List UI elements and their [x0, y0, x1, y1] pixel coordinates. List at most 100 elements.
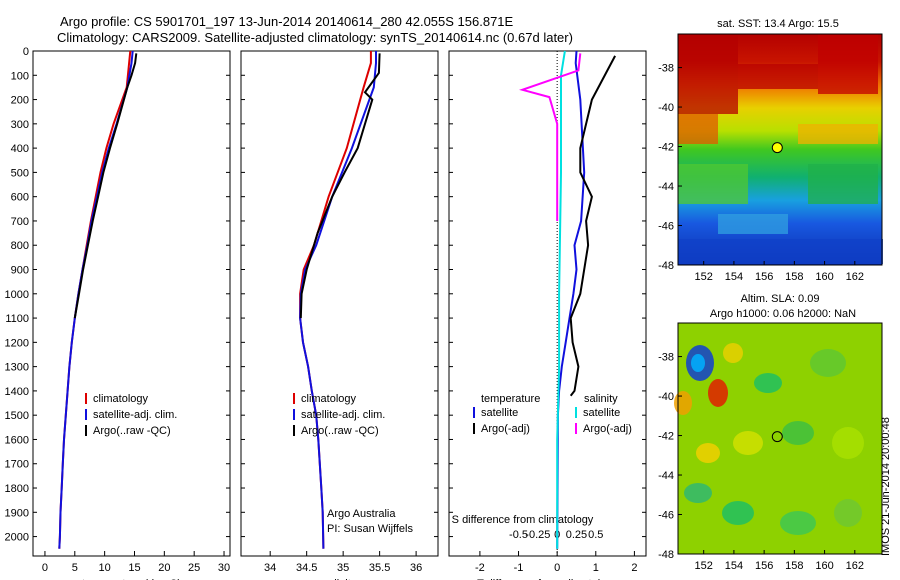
difference-axes-box — [448, 50, 647, 557]
x-tick-label: 25 — [188, 562, 200, 574]
temperature-series-2 — [73, 53, 138, 319]
map-frame — [677, 322, 883, 555]
x-tick-label: -2 — [475, 562, 485, 574]
y-tick-label: 2000 — [5, 532, 29, 544]
y-tick-label: 500 — [11, 167, 29, 179]
y-tick-label: 700 — [11, 216, 29, 228]
map-y-tick-label: -44 — [658, 470, 674, 482]
legend-label: satellite — [481, 407, 518, 419]
sla-blob — [696, 443, 720, 463]
x-tick-label: 34.5 — [296, 562, 317, 574]
map-x-tick-label: 156 — [755, 271, 773, 283]
map-y-tick-label: -38 — [658, 63, 674, 75]
float-marker — [771, 142, 783, 154]
map-y-tick-label: -46 — [658, 221, 674, 233]
float-marker — [771, 431, 783, 443]
y-tick-label: 1800 — [5, 483, 29, 495]
legend-label: satellite-adj. clim. — [301, 409, 385, 421]
sla-blob — [733, 431, 763, 455]
sla-blob — [684, 483, 712, 503]
map-x-tick-label: 162 — [846, 271, 864, 283]
map-x-tick-label: 160 — [815, 271, 833, 283]
salinity-panel: 34 34.5 35 35.5 36 salinity climatology satelli… — [240, 50, 439, 580]
map-y-tick-label: -40 — [658, 102, 674, 114]
sst-patch — [678, 239, 883, 264]
s-tick-label: -0.25 — [525, 529, 550, 541]
y-tick-label: 1600 — [5, 434, 29, 446]
x-tick-label: 30 — [218, 562, 230, 574]
x-axis-label: salinity — [323, 578, 357, 580]
header-line-2: Climatology: CARS2009. Satellite-adjuste… — [57, 30, 573, 45]
x-tick-label: 34 — [264, 562, 276, 574]
map-y-tick-label: -40 — [658, 391, 674, 403]
x-tick-label: 15 — [128, 562, 140, 574]
y-tick-label: 1900 — [5, 507, 29, 519]
header-line-1: Argo profile: CS 5901701_197 13-Jun-2014… — [60, 14, 514, 29]
annotation-text: Argo Australia — [327, 508, 396, 520]
y-tick-label: 300 — [11, 119, 29, 131]
sla-map-title-2: Argo h1000: 0.06 h2000: NaN — [710, 308, 856, 320]
difference-panel: -2 -1 0 1 2 T difference from climatology -0.5… — [448, 50, 647, 580]
y-tick-label: 200 — [11, 95, 29, 107]
sla-blob — [834, 499, 862, 527]
s-axis-label: S difference from climatology — [452, 514, 594, 526]
s-tick-label: 0.25 — [566, 529, 587, 541]
temperature-panel: 0 5 10 15 20 25 30 temperature (deg C) 0 100 200 30… — [5, 46, 231, 580]
sla-blob — [754, 373, 782, 393]
x-tick-label: 35 — [337, 562, 349, 574]
sst-patch — [678, 114, 718, 144]
legend-label: satellite — [583, 407, 620, 419]
sst-patch — [818, 34, 878, 94]
y-tick-label: 1300 — [5, 362, 29, 374]
map-x-tick-label: 158 — [785, 560, 803, 572]
sla-blob — [708, 379, 728, 407]
sla-blob — [691, 354, 705, 372]
map-y-tick-label: -38 — [658, 352, 674, 364]
legend-label: climatology — [93, 393, 149, 405]
y-tick-label: 1100 — [5, 313, 29, 325]
legend-label: Argo(-adj) — [583, 423, 632, 435]
x-tick-label: 35.5 — [369, 562, 390, 574]
sla-blob — [782, 421, 814, 445]
x-tick-label: 2 — [631, 562, 637, 574]
x-tick-label: 36 — [410, 562, 422, 574]
legend-title: temperature — [481, 393, 540, 405]
map-x-tick-label: 152 — [695, 271, 713, 283]
legend-label: Argo(-adj) — [481, 423, 530, 435]
y-tick-label: 400 — [11, 143, 29, 155]
y-tick-label: 1500 — [5, 410, 29, 422]
sla-blob — [722, 501, 754, 525]
map-x-tick-label: 160 — [815, 560, 833, 572]
map-x-tick-label: 154 — [725, 560, 743, 572]
sla-blob — [780, 511, 816, 535]
legend-label: Argo(..raw -QC) — [301, 425, 379, 437]
y-tick-label: 1000 — [5, 289, 29, 301]
y-tick-label: 0 — [23, 46, 29, 58]
sla-blob — [674, 391, 692, 415]
x-axis-label: temperature (deg C) — [82, 578, 181, 580]
map-y-tick-label: -44 — [658, 181, 674, 193]
map-y-tick-label: -42 — [658, 142, 674, 154]
sst-patch — [738, 64, 818, 89]
y-tick-label: 1400 — [5, 386, 29, 398]
x-tick-label: 5 — [72, 562, 78, 574]
sst-patch — [718, 214, 788, 234]
x-axis-label: T difference from climatology — [477, 578, 618, 580]
sst-patch — [678, 34, 738, 114]
sla-blob — [723, 343, 743, 363]
legend-label: climatology — [301, 393, 357, 405]
sla-map-panel: Altim. SLA: 0.09 Argo h1000: 0.06 h2000: … — [658, 293, 883, 572]
x-tick-label: 0 — [554, 562, 560, 574]
map-y-tick-label: -48 — [658, 549, 674, 561]
sla-map-title-1: Altim. SLA: 0.09 — [741, 293, 820, 305]
map-frame — [677, 33, 883, 266]
sla-blob — [832, 427, 864, 459]
map-x-tick-label: 158 — [785, 271, 803, 283]
sst-patch — [808, 164, 878, 204]
s-tick-label: -0.5 — [509, 529, 528, 541]
map-x-tick-label: 162 — [846, 560, 864, 572]
y-tick-label: 600 — [11, 192, 29, 204]
map-y-tick-label: -48 — [658, 260, 674, 272]
sla-blob — [810, 349, 846, 377]
